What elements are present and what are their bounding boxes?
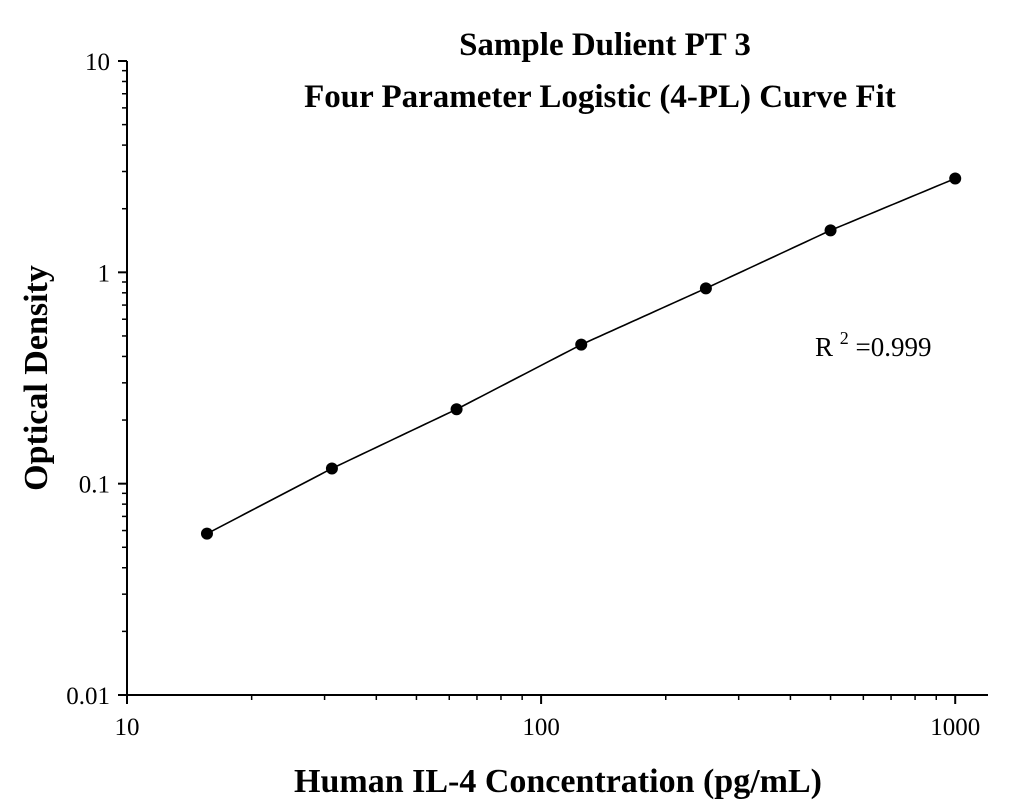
- y-axis-title: Optical Density: [18, 265, 55, 491]
- y-tick-label: 0.01: [66, 683, 110, 710]
- r-squared-superscript: 2: [840, 328, 849, 348]
- y-tick-label: 10: [85, 49, 110, 76]
- r-squared-base: R: [815, 332, 833, 362]
- data-point: [200, 527, 213, 540]
- r-squared-annotation: R 2 =0.999: [815, 320, 932, 362]
- x-axis-title: Human IL-4 Concentration (pg/mL): [294, 763, 822, 800]
- data-point: [699, 282, 712, 295]
- x-tick-label: 10: [115, 714, 140, 741]
- data-points-layer: [200, 172, 962, 540]
- data-point: [949, 172, 962, 185]
- fit-curve-layer: [206, 177, 956, 535]
- chart-title-line-1: Sample Dulient PT 3: [459, 27, 751, 63]
- data-point: [824, 224, 837, 237]
- x-tick-label: 1000: [930, 714, 980, 741]
- axes: [126, 61, 988, 696]
- y-tick-label: 1: [98, 260, 111, 287]
- y-tick-label: 0.1: [79, 472, 110, 499]
- data-point: [450, 403, 463, 416]
- data-point: [575, 338, 588, 351]
- r-squared-value: =0.999: [856, 332, 932, 362]
- x-tick-label: 100: [522, 714, 560, 741]
- ticks: 0.01 0.1 1 10 10 100 1000: [66, 49, 980, 741]
- chart-title-line-2: Four Parameter Logistic (4-PL) Curve Fit: [304, 79, 896, 115]
- fit-curve-line: [206, 177, 956, 535]
- data-point: [325, 462, 338, 475]
